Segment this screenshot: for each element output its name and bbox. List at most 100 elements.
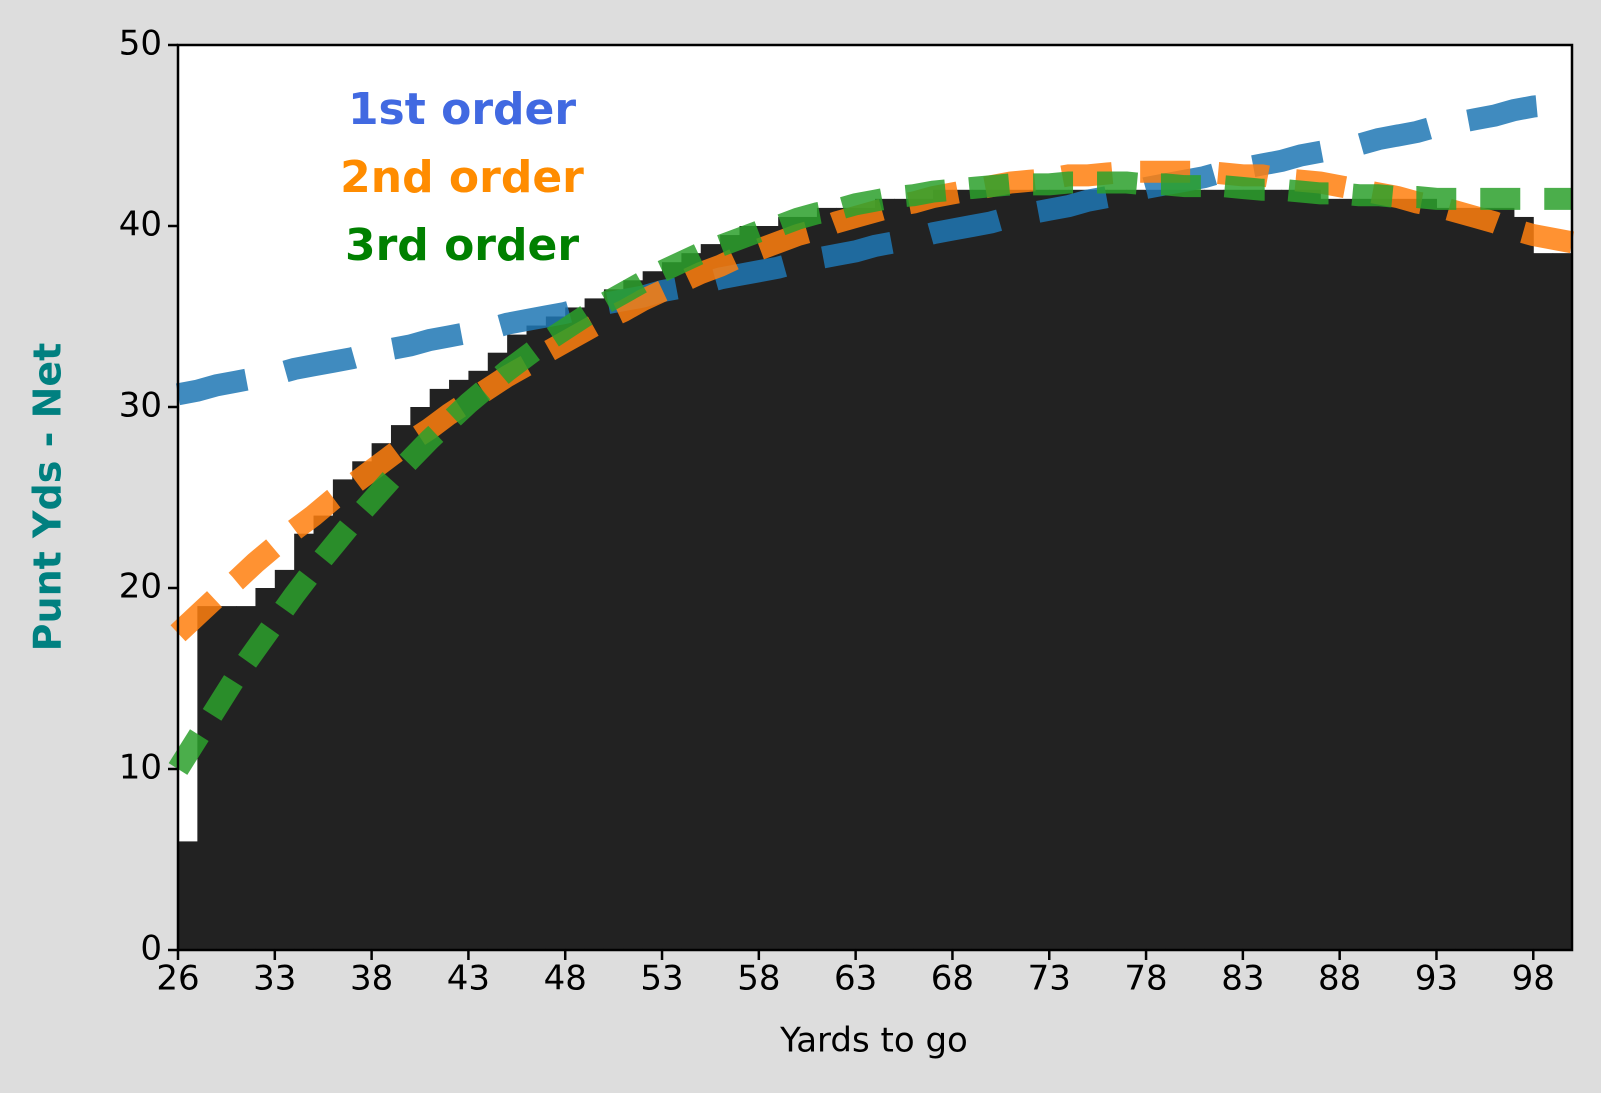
bar: [1552, 253, 1573, 950]
x-tick-label: 43: [447, 959, 490, 999]
bar: [178, 841, 198, 950]
x-tick-label: 73: [1028, 959, 1071, 999]
y-axis-label: Punt Yds - Net: [26, 343, 70, 652]
bar: [1475, 207, 1496, 950]
x-tick-label: 83: [1221, 959, 1264, 999]
bar: [816, 207, 837, 950]
bar: [429, 388, 450, 950]
bar: [371, 443, 392, 950]
bar: [700, 244, 721, 951]
y-tick-label: 30: [119, 386, 162, 426]
bar: [545, 316, 566, 950]
bar: [1378, 198, 1399, 951]
series-label: 3rd order: [345, 220, 579, 271]
bar: [1455, 207, 1476, 950]
x-tick-label: 26: [156, 959, 199, 999]
x-tick-label: 58: [737, 959, 780, 999]
bar: [1184, 189, 1205, 951]
bar: [1513, 216, 1534, 950]
bar: [642, 271, 663, 950]
bar: [1262, 189, 1283, 951]
bar: [1204, 189, 1224, 951]
bar: [1300, 189, 1321, 951]
y-tick-label: 40: [119, 205, 162, 245]
x-tick-label: 63: [834, 959, 877, 999]
bar: [294, 533, 315, 950]
bar: [991, 189, 1012, 951]
y-tick-label: 20: [119, 567, 162, 607]
bar: [1533, 253, 1554, 950]
bar: [1029, 189, 1050, 951]
bar: [565, 307, 586, 950]
x-axis-label: Yards to go: [779, 1021, 968, 1061]
y-tick-label: 50: [119, 24, 162, 64]
bar: [1320, 198, 1341, 951]
bar: [720, 235, 740, 951]
bar: [216, 606, 237, 950]
bar: [332, 479, 353, 950]
bar: [1068, 189, 1089, 951]
bar: [449, 379, 469, 951]
bar: [739, 226, 760, 950]
bar: [1165, 189, 1186, 951]
x-tick-label: 93: [1415, 959, 1458, 999]
fit-line: [175, 91, 1574, 406]
bar: [797, 216, 818, 950]
bar: [1242, 189, 1263, 951]
y-tick-label: 10: [119, 748, 162, 788]
bar: [855, 207, 876, 950]
bar: [255, 588, 276, 950]
axes-frame: [176, 43, 1574, 952]
bar: [1087, 189, 1108, 951]
bar: [487, 352, 508, 950]
fit-line: [168, 171, 1572, 775]
bar: [681, 253, 702, 950]
bar: [894, 198, 915, 951]
bar: [1417, 198, 1437, 951]
bar: [1126, 189, 1147, 951]
bar: [274, 569, 295, 950]
bar: [526, 325, 547, 950]
marks: [168, 91, 1575, 951]
bar: [410, 407, 431, 950]
bar: [1339, 198, 1360, 951]
bar: [933, 189, 953, 951]
x-tick-label: 48: [544, 959, 587, 999]
bar: [1359, 198, 1379, 951]
bar: [468, 370, 489, 950]
bar: [584, 298, 605, 950]
bar: [1146, 189, 1166, 951]
x-tick-label: 33: [253, 959, 296, 999]
bar: [778, 216, 799, 950]
bar: [507, 334, 527, 951]
y-tick-label: 0: [140, 929, 162, 969]
bar: [875, 198, 895, 951]
bar: [1494, 207, 1515, 950]
bar: [352, 461, 373, 950]
series-label: 1st order: [348, 84, 576, 135]
series-label: 2nd order: [340, 152, 584, 203]
bar: [971, 189, 992, 951]
x-tick-label: 53: [640, 959, 683, 999]
bar: [758, 226, 779, 950]
bar: [1107, 189, 1128, 951]
bar: [603, 289, 624, 951]
bar: [1223, 189, 1244, 951]
x-tick-label: 38: [350, 959, 393, 999]
bar: [836, 207, 857, 950]
x-tick-label: 78: [1124, 959, 1167, 999]
bar: [1397, 198, 1418, 951]
bar: [623, 280, 644, 950]
x-tick-label: 68: [931, 959, 974, 999]
bar: [197, 606, 218, 950]
bar: [662, 262, 682, 950]
x-tick-label: 98: [1512, 959, 1555, 999]
bar: [313, 515, 334, 950]
bar: [236, 606, 256, 950]
bar: [1281, 189, 1302, 951]
bar: [952, 189, 973, 951]
bar: [1436, 207, 1457, 950]
bar: [390, 425, 411, 951]
bar: [1010, 189, 1031, 951]
